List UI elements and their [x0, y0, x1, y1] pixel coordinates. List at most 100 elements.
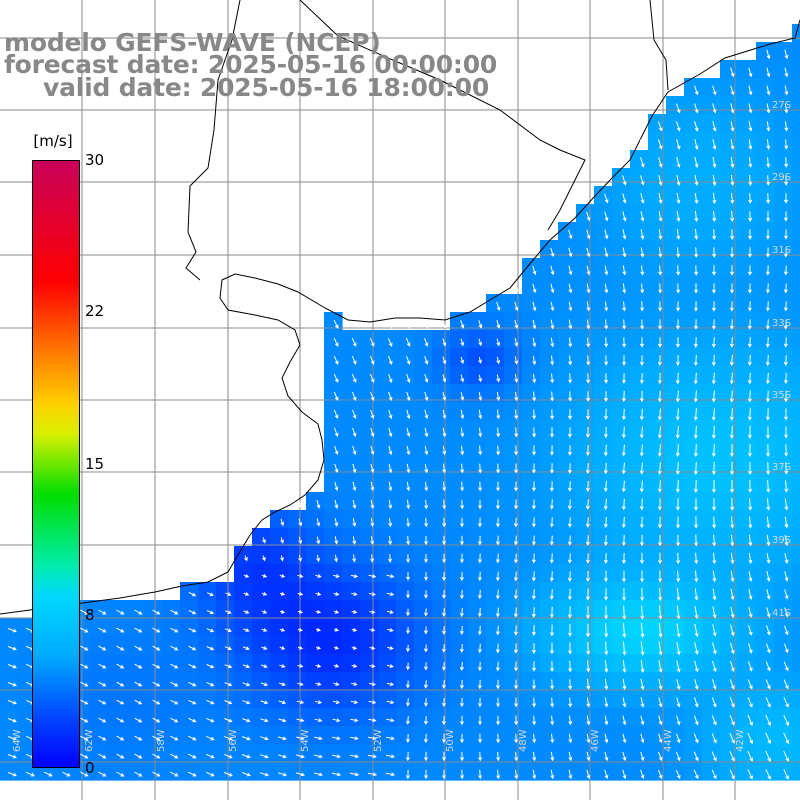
wind-arrow — [205, 771, 215, 777]
wind-speed-cell — [396, 546, 415, 565]
wind-speed-cell — [90, 690, 109, 709]
wind-arrow — [370, 481, 375, 492]
wind-arrow — [280, 555, 284, 562]
wind-arrow — [712, 229, 717, 240]
wind-arrow — [712, 624, 717, 637]
wind-arrow — [370, 445, 375, 456]
wind-arrow — [784, 571, 789, 582]
wind-arrow — [514, 283, 519, 294]
wind-speed-cell — [702, 510, 721, 529]
wind-arrow — [621, 462, 626, 475]
wind-arrow — [387, 628, 394, 632]
wind-arrow — [603, 588, 608, 601]
wind-speed-cell — [414, 348, 433, 367]
wind-arrow — [496, 374, 501, 383]
wind-arrow — [586, 373, 591, 384]
wind-arrow — [603, 570, 608, 583]
wind-arrow — [783, 661, 789, 672]
wind-arrow — [568, 283, 573, 294]
wind-arrow — [567, 535, 572, 546]
wind-arrow — [188, 591, 197, 597]
wind-speed-cell — [792, 312, 800, 331]
wind-arrow — [297, 646, 304, 650]
wind-arrow — [333, 409, 339, 419]
wind-speed-cell — [792, 564, 800, 583]
wind-arrow — [442, 769, 447, 780]
wind-speed-cell — [162, 690, 181, 709]
wind-speed-cell — [324, 762, 343, 781]
wind-arrow — [116, 681, 125, 687]
wind-arrow — [694, 605, 699, 620]
wind-arrow — [621, 408, 626, 421]
wind-arrow — [694, 121, 699, 132]
wind-speed-cell — [378, 330, 397, 349]
wind-arrow — [406, 373, 411, 383]
wind-arrow — [604, 641, 609, 656]
wind-speed-cell — [648, 492, 667, 511]
wind-speed-cell — [522, 474, 541, 493]
wind-arrow — [531, 553, 536, 564]
wind-speed-cell — [576, 474, 595, 493]
wind-arrow — [387, 337, 393, 347]
wind-speed-cell — [144, 618, 163, 637]
wind-speed-cell — [540, 366, 559, 385]
wind-arrow — [693, 769, 699, 780]
wind-speed-cell — [774, 762, 793, 781]
wind-speed-cell — [738, 456, 757, 475]
wind-speed-cell — [558, 528, 577, 547]
wind-speed-cell — [432, 744, 451, 763]
wind-arrow — [477, 553, 482, 564]
wind-speed-cell — [126, 672, 145, 691]
wind-arrow — [296, 718, 305, 723]
wind-arrow — [748, 103, 753, 114]
wind-speed-cell — [792, 762, 800, 781]
wind-speed-cell — [540, 762, 559, 781]
wind-speed-cell — [648, 168, 667, 187]
wind-arrow — [765, 643, 771, 654]
wind-speed-cell — [612, 582, 631, 601]
wind-speed-cell — [558, 366, 577, 385]
wind-arrow — [279, 574, 286, 578]
wind-speed-cell — [342, 582, 361, 601]
wind-speed-cell — [486, 582, 505, 601]
wind-speed-cell — [414, 618, 433, 637]
wind-arrow — [640, 175, 645, 186]
wind-arrow — [368, 700, 377, 705]
wind-speed-cell — [486, 348, 505, 367]
wind-speed-cell — [756, 474, 775, 493]
wind-arrow — [568, 769, 573, 780]
wind-arrow — [676, 570, 681, 583]
wind-arrow — [532, 715, 537, 726]
wind-speed-cell — [360, 348, 379, 367]
wind-arrow — [765, 372, 770, 385]
wind-arrow — [188, 753, 197, 759]
wind-speed-cell — [504, 546, 523, 565]
wind-arrow — [765, 283, 770, 294]
wind-speed-cell — [702, 312, 721, 331]
wind-arrow — [98, 699, 107, 705]
wind-speed-cell — [594, 438, 613, 457]
wind-arrow — [297, 627, 303, 632]
wind-speed-cell — [594, 510, 613, 529]
wind-speed-cell — [558, 258, 577, 277]
wind-arrow — [712, 121, 717, 132]
wind-speed-cell — [540, 546, 559, 565]
wind-speed-cell — [450, 672, 469, 691]
wind-arrow — [350, 718, 359, 723]
wind-speed-cell — [792, 60, 800, 79]
wind-arrow — [352, 536, 357, 545]
wind-speed-cell — [342, 366, 361, 385]
wind-speed-cell — [756, 510, 775, 529]
wind-arrow — [98, 717, 107, 723]
wind-arrow — [98, 771, 107, 777]
wind-arrow — [621, 552, 626, 565]
wind-speed-cell — [504, 654, 523, 673]
wind-speed-cell — [396, 744, 415, 763]
wind-speed-cell — [540, 420, 559, 439]
wind-arrow — [316, 500, 321, 509]
wind-arrow — [784, 516, 789, 529]
wind-speed-cell — [216, 762, 235, 781]
wind-arrow — [783, 265, 788, 276]
wind-speed-cell — [702, 582, 721, 601]
wind-arrow — [334, 463, 339, 473]
